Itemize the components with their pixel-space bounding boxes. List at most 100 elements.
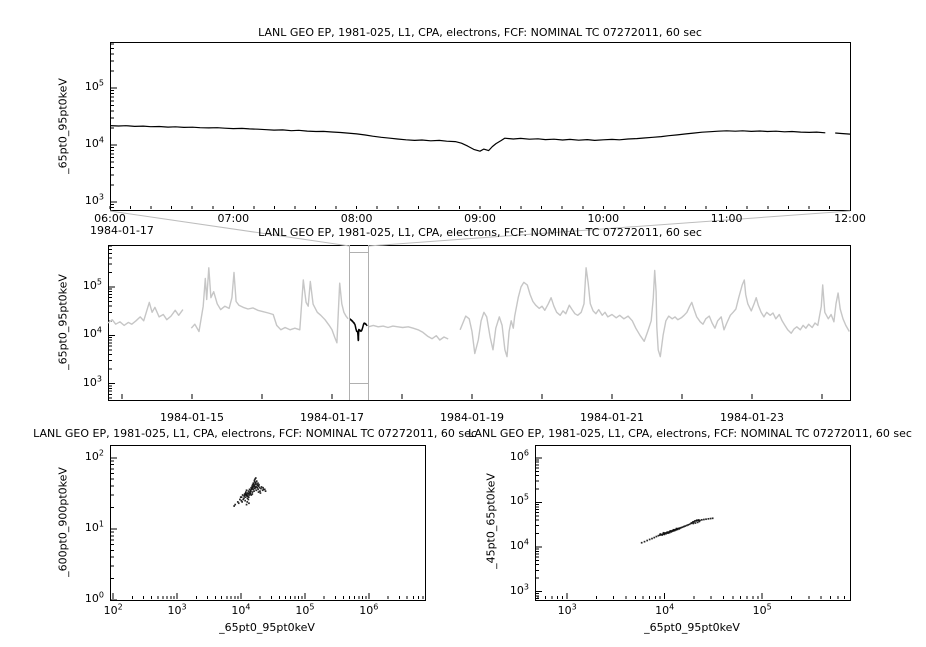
context-series-line bbox=[107, 267, 850, 358]
selection-box[interactable] bbox=[349, 245, 369, 400]
scatter_right-point bbox=[669, 530, 672, 532]
scatter_right-point bbox=[671, 530, 674, 532]
scatter_right-point bbox=[680, 526, 683, 529]
scatter_right-point bbox=[661, 534, 663, 536]
scatter_left-frame bbox=[110, 445, 426, 601]
scatter_right-point bbox=[665, 532, 667, 535]
scatter_right-point bbox=[657, 534, 660, 537]
scatter_right-point bbox=[675, 527, 678, 530]
scatter_right-point bbox=[690, 522, 693, 524]
scatter_left-point bbox=[234, 503, 237, 506]
scatter_right-point bbox=[694, 522, 697, 524]
scatter_right-point bbox=[658, 534, 661, 536]
scatter_left-point bbox=[233, 505, 235, 507]
context-x-tick-label: 1984-01-21 bbox=[580, 411, 644, 424]
scatter_right-point bbox=[648, 538, 651, 541]
scatter-right-x-axis-label: _65pt0_95pt0keV bbox=[644, 621, 740, 634]
top-panel-title: LANL GEO EP, 1981-025, L1, CPA, electron… bbox=[258, 26, 702, 39]
scatter_left-point bbox=[248, 488, 251, 491]
scatter_left-point bbox=[245, 491, 247, 493]
scatter_left-point bbox=[240, 499, 243, 502]
scatter_right-point bbox=[663, 532, 666, 534]
scatter_left-point bbox=[245, 494, 247, 496]
scatter_right-point bbox=[681, 526, 684, 528]
scatter_left-point bbox=[249, 489, 252, 492]
scatter-right-y-axis-label: _45pt0_65pt0keV bbox=[484, 473, 498, 569]
top-y-tick-label: 103 bbox=[84, 192, 104, 208]
scatter_left-x-tick-label: 103 bbox=[167, 602, 187, 617]
scatter_right-point bbox=[709, 517, 712, 520]
scatter_left-point bbox=[241, 494, 244, 496]
scatter_left-point bbox=[254, 483, 257, 486]
scatter_left-point bbox=[242, 498, 245, 501]
scatter-right-plot-area[interactable] bbox=[535, 445, 850, 600]
scatter_left-point bbox=[247, 493, 249, 495]
scatter_right-point bbox=[691, 521, 694, 523]
top-x-tick-label: 08:00 bbox=[340, 212, 373, 225]
scatter_right-point bbox=[692, 522, 695, 525]
scatter_left-point bbox=[256, 486, 259, 489]
scatter_left-point bbox=[255, 489, 258, 492]
scatter_right-point bbox=[688, 523, 691, 526]
scatter_left-point bbox=[248, 494, 251, 496]
context-panel-plot-area[interactable] bbox=[108, 245, 850, 400]
scatter_left-point bbox=[252, 482, 255, 485]
scatter_left-point bbox=[257, 485, 260, 487]
scatter_left-point bbox=[241, 501, 243, 503]
scatter_left-point bbox=[249, 491, 251, 493]
scatter_left-point bbox=[256, 483, 258, 486]
scatter_left-point bbox=[253, 484, 255, 487]
scatter_right-point bbox=[707, 517, 710, 520]
scatter_right-point bbox=[670, 531, 673, 533]
scatter_left-point bbox=[259, 490, 261, 493]
scatter_left-point bbox=[258, 483, 260, 486]
scatter_left-point bbox=[239, 496, 242, 499]
scatter_left-point bbox=[261, 489, 264, 492]
scatter_left-point bbox=[249, 490, 252, 493]
zoom-connector-left bbox=[109, 210, 350, 247]
scatter_left-point bbox=[239, 498, 241, 501]
scatter_right-point bbox=[693, 520, 695, 523]
scatter_left-point bbox=[253, 480, 256, 483]
scatter_right-point bbox=[687, 524, 690, 526]
scatter_right-point bbox=[698, 520, 701, 523]
scatter_right-point bbox=[660, 533, 663, 536]
scatter_left-point bbox=[243, 493, 246, 495]
scatter_left-point bbox=[250, 494, 253, 496]
scatter_right-point bbox=[699, 519, 701, 522]
scatter_left-point bbox=[246, 492, 249, 494]
scatter-left-plot-area[interactable] bbox=[110, 445, 425, 600]
scatter_right-point bbox=[685, 524, 688, 527]
scatter_left-point bbox=[260, 487, 262, 490]
context-x-tick-label: 1984-01-17 bbox=[300, 411, 364, 424]
scatter_left-point bbox=[250, 486, 253, 489]
top-axis-date-label: 1984-01-17 bbox=[90, 224, 154, 237]
scatter_left-point bbox=[243, 495, 246, 497]
scatter_left-point bbox=[251, 483, 254, 486]
scatter_right-point bbox=[673, 529, 676, 532]
scatter_left-point bbox=[257, 491, 260, 493]
scatter_left-point bbox=[246, 497, 249, 500]
scatter_left-point bbox=[252, 488, 255, 491]
scatter_right-point bbox=[693, 520, 696, 522]
scatter_left-point bbox=[247, 498, 250, 501]
scatter_left-point bbox=[251, 491, 254, 493]
scatter_left-point bbox=[254, 478, 256, 481]
scatter_right-y-tick-label: 105 bbox=[509, 492, 529, 508]
context-x-tick-label: 1984-01-15 bbox=[160, 411, 224, 424]
scatter_left-point bbox=[257, 488, 259, 491]
context-highlight-segment bbox=[348, 318, 368, 342]
scatter_left-point bbox=[253, 490, 255, 493]
scatter_left-point bbox=[244, 494, 246, 496]
scatter_right-point bbox=[700, 518, 703, 521]
scatter_right-point bbox=[705, 518, 707, 521]
scatter-left-x-axis-label: _65pt0_95pt0keV bbox=[219, 621, 315, 634]
top-panel-plot-area[interactable] bbox=[110, 42, 850, 210]
scatter_right-point bbox=[695, 519, 698, 522]
scatter_right-point bbox=[646, 539, 649, 542]
scatter_left-point bbox=[263, 488, 266, 491]
scatter_right-point bbox=[684, 525, 687, 527]
scatter_right-point bbox=[675, 529, 677, 531]
scatter_left-point bbox=[262, 486, 264, 489]
